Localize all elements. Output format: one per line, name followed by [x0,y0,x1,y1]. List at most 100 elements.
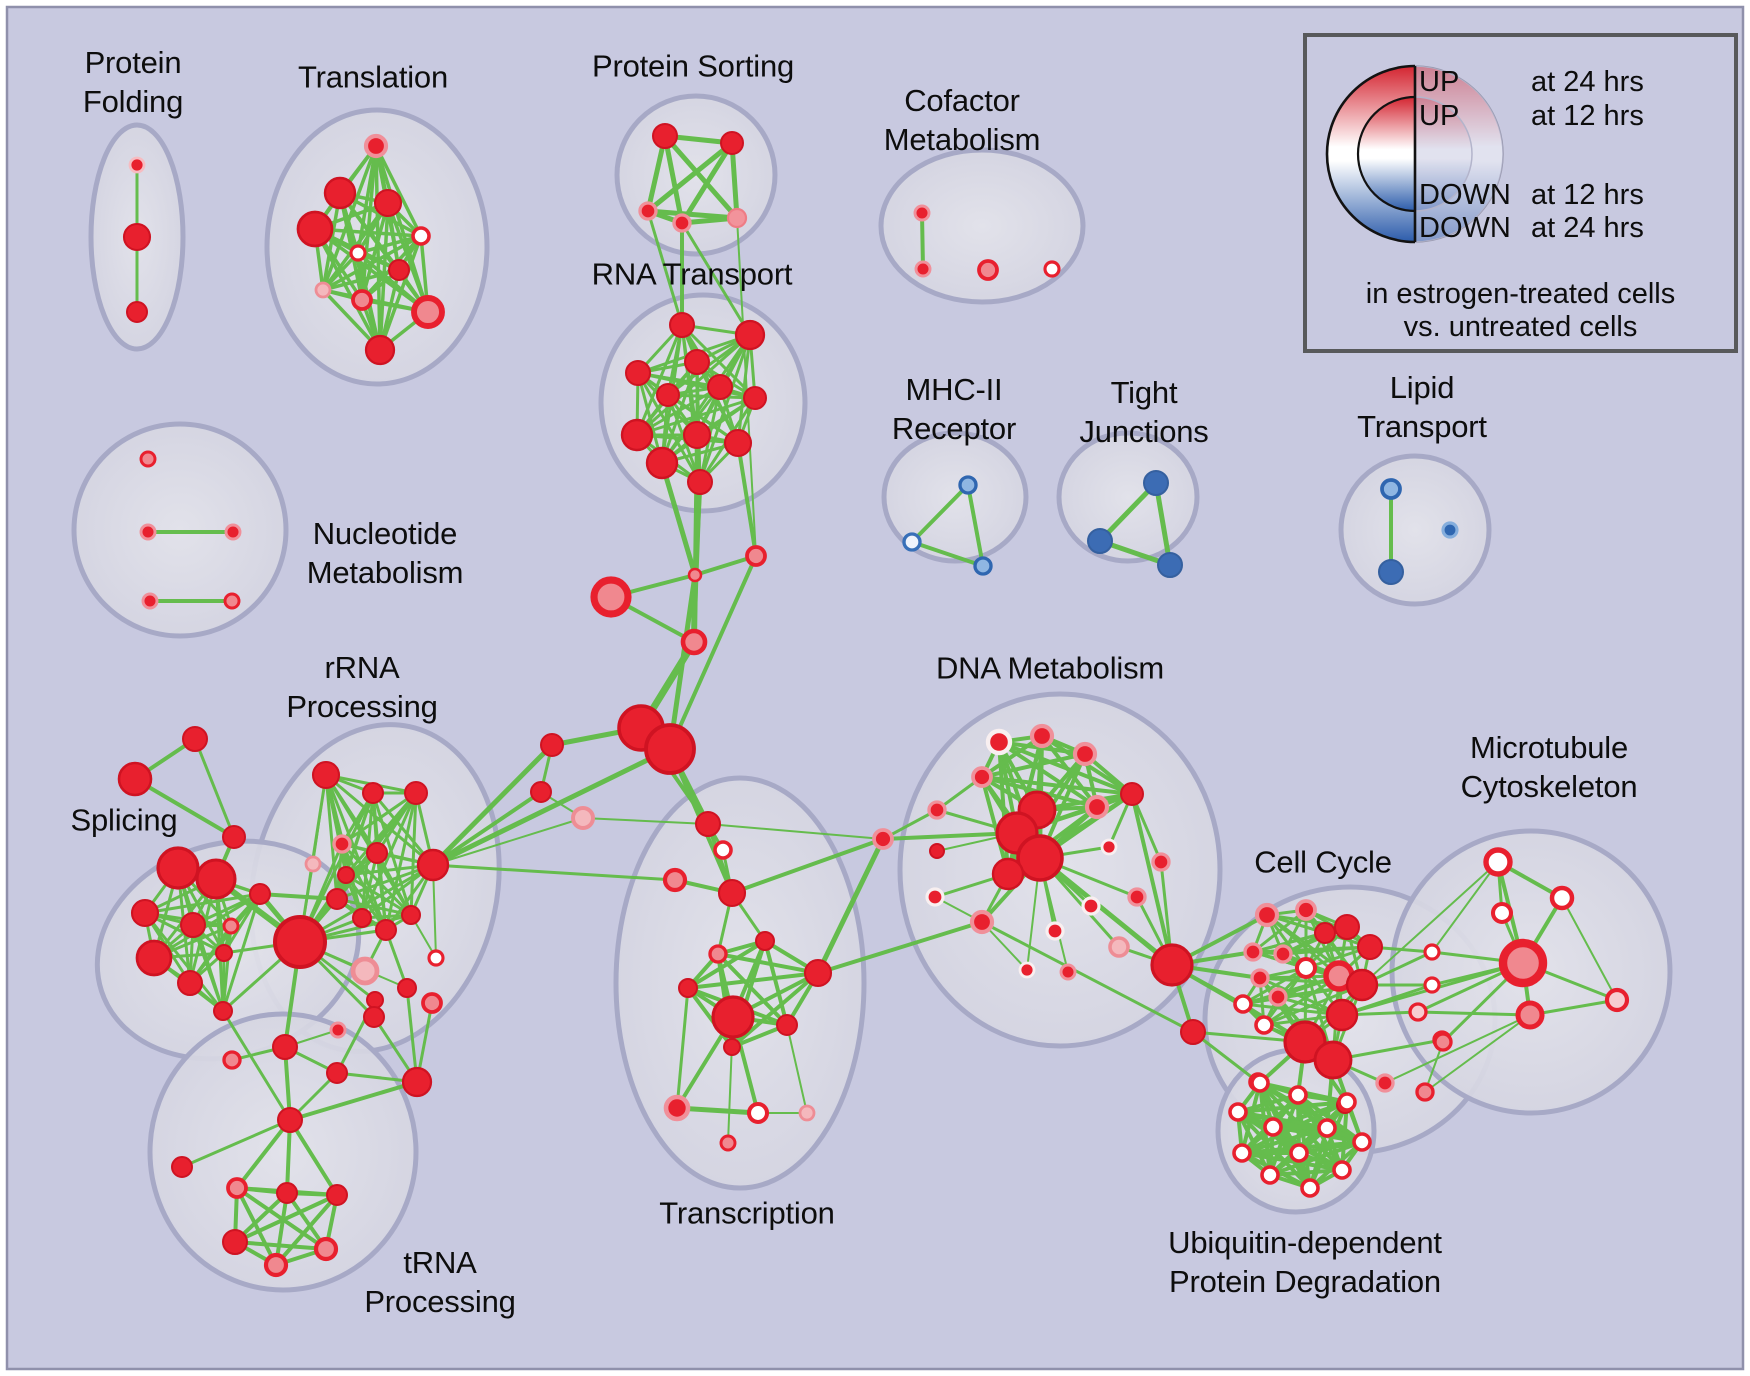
network-node-MT2 [1490,901,1514,925]
network-node-N2 [224,523,242,541]
network-node-S2 [222,825,246,849]
network-node-R5 [366,842,388,864]
network-edge [910,483,970,544]
network-edge [662,133,740,221]
network-node-C0 [1254,902,1280,928]
legend-down24-dir: DOWN [1419,212,1511,244]
network-edge [646,209,684,327]
network-node-C1 [1295,899,1317,921]
network-node-CB1 [1423,976,1441,994]
network-node-RT6 [743,386,767,410]
network-edge [980,920,1195,1034]
network-node-PF2 [126,301,148,323]
network-edge [966,483,985,568]
network-node-R22 [401,1066,433,1098]
network-node-D3 [971,766,993,788]
network-node-T7 [314,281,332,299]
network-node-D2 [1072,741,1098,767]
network-node-N1 [139,523,157,541]
network-node-M0 [958,475,978,495]
network-node-R19 [272,1034,298,1060]
network-edge [1384,1014,1531,1084]
network-node-D0 [985,728,1013,756]
network-node-PS1 [720,131,744,155]
network-node-S11 [213,1001,233,1021]
network-node-PS4 [726,207,748,229]
network-node-S6 [180,912,206,938]
network-edge [816,920,984,975]
network-node-PS2 [638,201,658,221]
network-node-L1 [1378,559,1404,585]
network-node-TR9 [776,1014,798,1036]
network-node-U9 [1260,1165,1280,1185]
network-node-R18 [222,1050,242,1070]
network-node-BN6 [530,781,552,803]
network-node-TR7 [803,958,833,988]
network-edge [675,986,690,1110]
network-node-T5 [349,244,367,262]
network-node-S8 [135,939,173,977]
network-node-C10 [1250,968,1270,988]
legend-up24-time: at 24 hrs [1531,66,1644,98]
network-node-R1 [362,782,384,804]
network-node-U1 [1288,1085,1308,1105]
network-node-C4 [1357,934,1383,960]
network-node-U6 [1352,1132,1372,1152]
network-node-TR13 [798,1104,816,1122]
network-edge [693,433,699,577]
network-edge [430,742,555,868]
network-node-CF3 [1043,260,1061,278]
cluster-ellipse-lipid-transport [1338,453,1492,607]
network-edge [360,851,379,920]
network-edge [1240,1126,1329,1155]
network-node-U8 [1289,1143,1309,1163]
network-edge [180,1118,292,1169]
network-node-M2 [973,556,993,576]
network-node-C13 [1254,1015,1274,1035]
network-node-MT5 [1604,987,1630,1013]
network-node-TR4 [755,931,775,951]
network-node-L0 [1380,478,1402,500]
network-edge [679,140,735,226]
network-node-N4 [223,592,241,610]
legend-updown-circle [1325,64,1504,244]
network-edge [384,791,418,932]
network-node-T2 [373,188,403,218]
network-node-D15 [1127,887,1147,907]
network-edge [1416,1010,1532,1017]
network-edge [374,144,423,238]
network-edge [730,971,820,1049]
network-node-C7 [1294,956,1318,980]
network-edge [1240,1151,1344,1172]
legend-footer-line1: in estrogen-treated cells [1365,278,1676,310]
network-node-D4 [927,800,947,820]
network-node-R15 [397,978,417,998]
network-edge [274,1191,289,1267]
nodes-layer [117,123,1630,1278]
network-edge [668,554,758,751]
network-node-MT3 [1498,938,1548,988]
legend-row-down-24: DOWN at 24 hrs [1307,212,1734,244]
network-node-D18 [1045,921,1065,941]
network-node-R8 [326,888,348,910]
network-edge [1097,480,1159,544]
network-node-PF1 [122,222,152,252]
network-node-TR11 [663,1094,691,1122]
legend: UP at 24 hrs UP at 12 hrs DOWN at 12 hrs… [1303,33,1738,353]
network-node-D19 [1018,961,1036,979]
network-node-D10 [991,857,1025,891]
network-node-D22 [1180,1019,1206,1045]
network-edge [730,837,885,895]
network-node-RT8 [682,420,712,450]
network-edge [233,1240,328,1251]
network-edge [235,1118,292,1190]
network-edge [1528,998,1619,1017]
network-node-BN1 [687,567,703,583]
network-edge [1130,792,1174,967]
network-edge [645,208,740,221]
network-node-MT1 [1549,885,1575,911]
network-edge [980,734,1044,779]
network-node-S4 [195,858,237,900]
network-edge [666,393,740,445]
network-edge [1241,1002,1344,1017]
